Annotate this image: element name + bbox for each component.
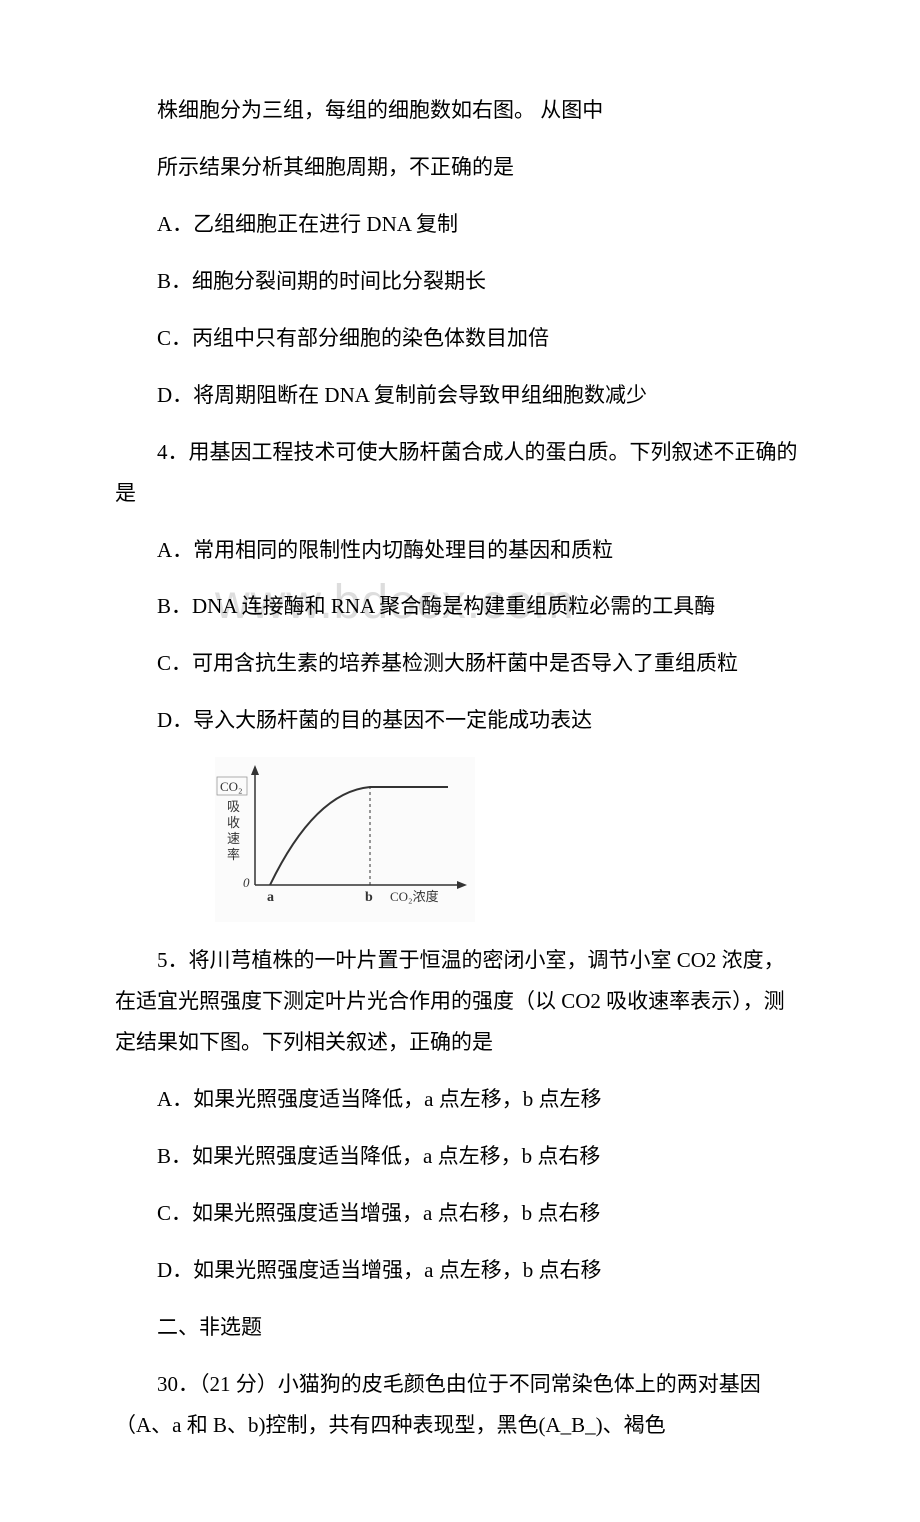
co2-chart: CO₂ 吸 收 速 率 0 a b CO₂浓度 xyxy=(215,757,805,922)
q3-option-c: C．丙组中只有部分细胞的染色体数目加倍 xyxy=(115,318,805,359)
chart-svg: CO₂ 吸 收 速 率 0 a b CO₂浓度 xyxy=(215,757,475,922)
q3-option-d: D．将周期阻断在 DNA 复制前会导致甲组细胞数减少 xyxy=(115,375,805,416)
q4-option-b: B．DNA 连接酶和 RNA 聚合酶是构建重组质粒必需的工具酶 xyxy=(115,586,805,627)
chart-a-label: a xyxy=(267,890,274,905)
q5-option-c: C．如果光照强度适当增强，a 点右移，b 点右移 xyxy=(115,1193,805,1234)
intro-line2: 所示结果分析其细胞周期，不正确的是 xyxy=(115,147,805,188)
q4-option-d: D．导入大肠杆菌的目的基因不一定能成功表达 xyxy=(115,700,805,741)
chart-y-label-3: 速 xyxy=(227,831,240,846)
chart-y-label-1: 吸 xyxy=(227,799,240,814)
q30-stem: 30．（21 分）小猫狗的皮毛颜色由位于不同常染色体上的两对基因（A、a 和 B… xyxy=(115,1364,805,1446)
intro-line1: 株细胞分为三组，每组的细胞数如右图。 从图中 xyxy=(115,90,805,131)
q4-stem: 4．用基因工程技术可使大肠杆菌合成人的蛋白质。下列叙述不正确的是 xyxy=(115,432,805,514)
chart-origin-label: 0 xyxy=(243,875,250,890)
section-2-title: 二、非选题 xyxy=(115,1307,805,1348)
q3-option-b: B．细胞分裂间期的时间比分裂期长 xyxy=(115,261,805,302)
q4-option-a: A．常用相同的限制性内切酶处理目的基因和质粒 xyxy=(115,530,805,571)
chart-y-label-top: CO₂ xyxy=(220,779,243,794)
chart-y-label-4: 率 xyxy=(227,847,240,862)
chart-x-label: CO₂浓度 xyxy=(390,889,439,904)
chart-y-label-2: 收 xyxy=(227,815,240,830)
q5-stem: 5．将川芎植株的一叶片置于恒温的密闭小室，调节小室 CO2 浓度，在适宜光照强度… xyxy=(115,940,805,1063)
q5-option-d: D．如果光照强度适当增强，a 点左移，b 点右移 xyxy=(115,1250,805,1291)
chart-b-label: b xyxy=(365,890,373,905)
q4-option-c: C．可用含抗生素的培养基检测大肠杆菌中是否导入了重组质粒 xyxy=(115,643,805,684)
document-body: 株细胞分为三组，每组的细胞数如右图。 从图中 所示结果分析其细胞周期，不正确的是… xyxy=(115,90,805,1446)
q3-option-a: A．乙组细胞正在进行 DNA 复制 xyxy=(115,204,805,245)
q5-option-a: A．如果光照强度适当降低，a 点左移，b 点左移 xyxy=(115,1079,805,1120)
q5-option-b: B．如果光照强度适当降低，a 点左移，b 点右移 xyxy=(115,1136,805,1177)
